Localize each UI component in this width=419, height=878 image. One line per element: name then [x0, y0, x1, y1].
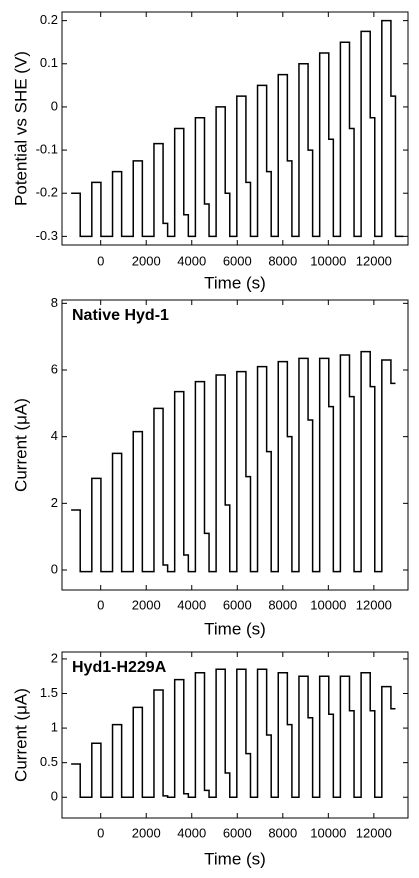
x-tick-label: 4000 [177, 253, 206, 268]
x-tick-label: 10000 [310, 597, 346, 612]
x-tick-label: 6000 [223, 597, 252, 612]
x-tick-label: 4000 [177, 825, 206, 840]
y-tick-label: 1 [51, 720, 58, 735]
data-line [71, 350, 396, 573]
y-tick-label: 0.2 [40, 12, 58, 27]
y-tick-label: 6 [51, 361, 58, 376]
x-tick-label: 0 [97, 825, 104, 840]
y-tick-label: 0.5 [40, 754, 58, 769]
y-tick-label: 8 [51, 295, 58, 310]
panel-annotation: Hyd1-H229A [72, 659, 167, 676]
y-tick-label: -0.1 [36, 142, 58, 157]
x-tick-label: 8000 [268, 597, 297, 612]
panel-annotation: Native Hyd-1 [72, 307, 169, 324]
x-axis-title: Time (s) [204, 849, 266, 868]
y-tick-label: -0.3 [36, 228, 58, 243]
x-tick-label: 12000 [356, 825, 392, 840]
y-tick-label: 0 [51, 789, 58, 804]
x-tick-label: 4000 [177, 597, 206, 612]
x-axis-title: Time (s) [204, 619, 266, 638]
x-tick-label: 8000 [268, 825, 297, 840]
x-tick-label: 12000 [356, 597, 392, 612]
x-tick-label: 0 [97, 597, 104, 612]
plot-frame [61, 299, 409, 591]
data-line [71, 19, 404, 238]
x-tick-label: 6000 [223, 825, 252, 840]
plot-frame [61, 11, 409, 246]
x-tick-label: 0 [97, 253, 104, 268]
x-tick-label: 10000 [310, 253, 346, 268]
y-axis-title: Potential vs SHE (V) [11, 51, 30, 206]
x-tick-label: 2000 [132, 253, 161, 268]
data-line [71, 668, 396, 798]
y-tick-label: 2 [51, 495, 58, 510]
y-tick-label: -0.2 [36, 185, 58, 200]
y-tick-label: 0 [51, 561, 58, 576]
x-tick-label: 2000 [132, 597, 161, 612]
y-tick-label: 4 [51, 428, 58, 443]
y-tick-label: 0.1 [40, 55, 58, 70]
x-axis-title: Time (s) [204, 273, 266, 292]
y-tick-label: 1.5 [40, 685, 58, 700]
x-tick-label: 8000 [268, 253, 297, 268]
x-tick-label: 12000 [356, 253, 392, 268]
y-axis-title: Current (μA) [11, 688, 30, 782]
x-tick-label: 6000 [223, 253, 252, 268]
x-tick-label: 10000 [310, 825, 346, 840]
y-axis-title: Current (μA) [11, 398, 30, 492]
y-tick-label: 0 [51, 98, 58, 113]
y-tick-label: 2 [51, 650, 58, 665]
plot-frame [61, 651, 409, 819]
x-tick-label: 2000 [132, 825, 161, 840]
